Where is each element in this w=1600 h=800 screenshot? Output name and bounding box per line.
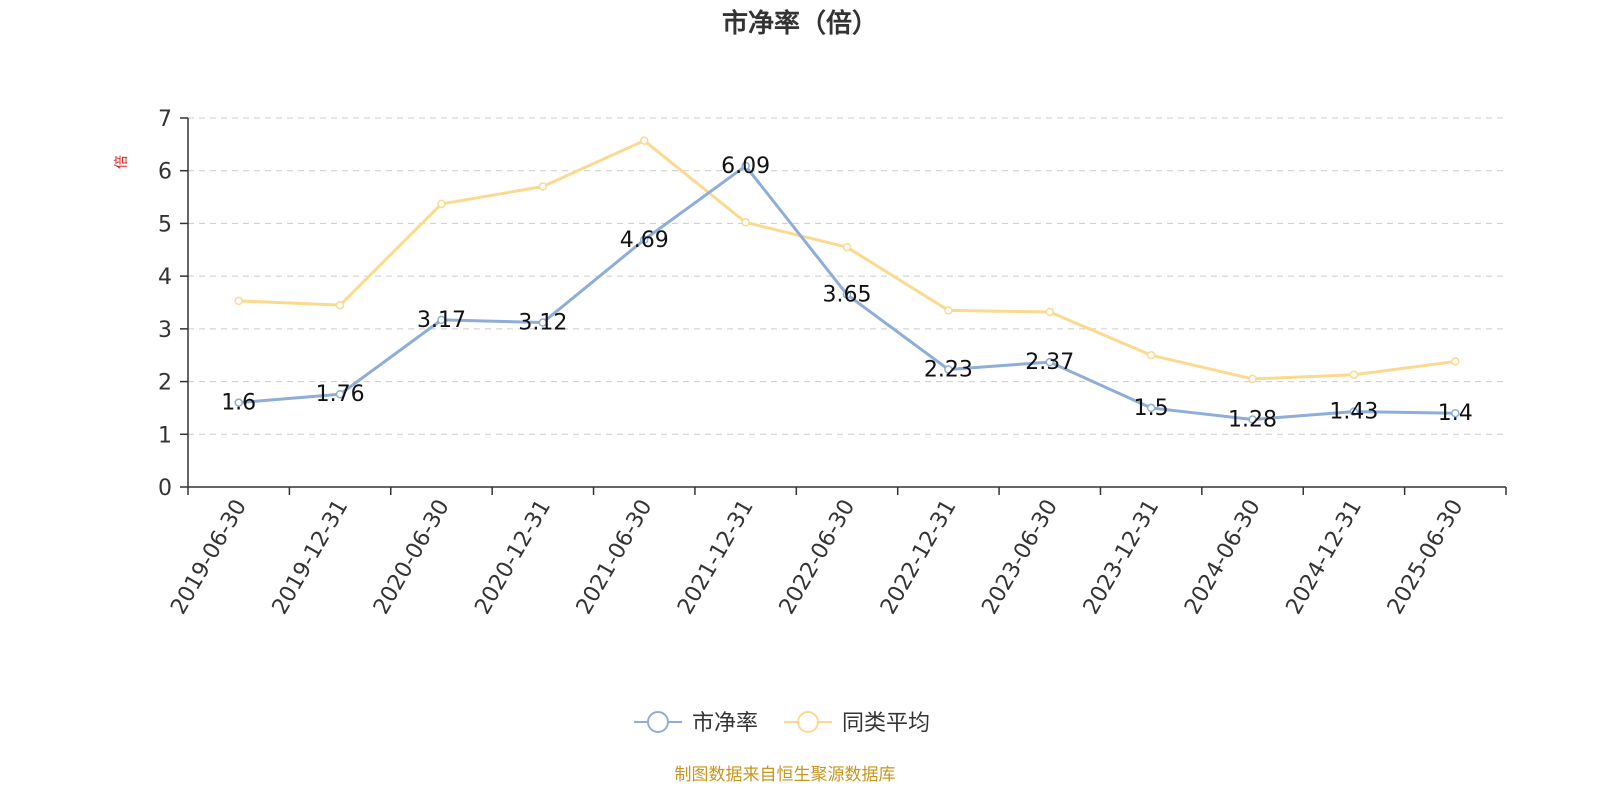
x-tick-label: 2022-06-30 <box>775 496 861 619</box>
series-2-point <box>741 218 750 227</box>
series-2-point <box>944 306 953 315</box>
x-tick-label: 2024-06-30 <box>1180 496 1266 619</box>
chart-title: 市净率（倍） <box>722 8 878 39</box>
data-label: 2.37 <box>1025 350 1074 375</box>
series-1-point <box>842 290 852 299</box>
y-tick-label: 7 <box>158 107 172 132</box>
x-tick-label: 2023-12-31 <box>1079 496 1165 619</box>
y-tick-label: 4 <box>158 265 172 290</box>
legend-swatch-marker-2 <box>797 711 819 733</box>
data-label: 2.23 <box>924 357 973 382</box>
series-1-point <box>1146 403 1156 413</box>
series-2-point <box>1451 357 1460 366</box>
y-tick-label: 2 <box>158 371 172 396</box>
y-tick-label: 5 <box>158 212 172 237</box>
x-tick-label: 2019-06-30 <box>166 496 252 619</box>
series-2-point <box>1248 374 1257 384</box>
series-2-point <box>437 199 446 209</box>
data-label: 1.43 <box>1329 400 1378 425</box>
legend-label-2: 同类平均 <box>842 711 930 736</box>
data-label: 3.17 <box>417 308 466 333</box>
y-tick-label: 3 <box>158 318 172 343</box>
data-label: 1.28 <box>1228 408 1277 433</box>
x-tick-label: 2021-06-30 <box>572 496 658 619</box>
legend-swatch-marker-1 <box>647 711 669 733</box>
data-label: 1.4 <box>1438 401 1473 426</box>
series-2-point <box>1349 370 1359 379</box>
series-1-point <box>1248 415 1257 424</box>
series-2-point <box>335 300 345 310</box>
series-1-point <box>741 161 750 171</box>
series-2-point <box>1045 307 1055 317</box>
series-2-point <box>639 136 649 145</box>
series-1-point <box>944 365 953 374</box>
data-label: 3.12 <box>518 311 567 336</box>
series-1-point <box>437 315 446 325</box>
series-line-2 <box>238 139 1456 381</box>
series-2-point <box>1146 350 1156 360</box>
data-label: 1.5 <box>1134 396 1169 421</box>
data-label: 1.76 <box>316 382 365 407</box>
legend-item-series-2[interactable]: 同类平均 <box>784 711 930 736</box>
x-tick-label: 2020-12-31 <box>470 496 556 619</box>
x-tick-label: 2025-06-30 <box>1383 496 1469 619</box>
series-2-point <box>842 242 852 252</box>
series-1-point <box>1349 407 1359 416</box>
x-tick-label: 2021-12-31 <box>673 496 759 619</box>
legend[interactable]: 市净率 同类平均 <box>634 711 930 736</box>
series-1-point <box>538 318 548 327</box>
data-source-note: 制图数据来自恒生聚源数据库 <box>675 765 896 785</box>
series-1-point <box>1451 408 1460 418</box>
y-tick-label: 1 <box>158 423 172 448</box>
grid-lines <box>188 117 1506 435</box>
y-tick-label: 6 <box>158 160 172 185</box>
x-tick-label: 2023-06-30 <box>977 496 1063 619</box>
series-1-point <box>1045 357 1055 367</box>
series-1-point <box>639 235 649 245</box>
series-1-point <box>234 398 243 407</box>
y-tick-label: 0 <box>158 476 172 501</box>
data-label: 6.09 <box>721 154 770 179</box>
series-2-point <box>234 296 243 306</box>
x-tick-label: 2024-12-31 <box>1282 496 1368 619</box>
data-label: 4.69 <box>620 228 669 253</box>
data-label: 1.6 <box>221 391 256 416</box>
x-tick-label: 2022-12-31 <box>876 496 962 619</box>
data-label: 3.65 <box>823 283 872 308</box>
y-axis-label: 倍 <box>114 155 130 169</box>
data-labels: 1.6 1.76 3.17 3.12 4.69 6.09 3.65 2.23 2.37 1.5 1.… <box>221 154 1473 433</box>
series-2-point <box>538 182 548 191</box>
legend-item-series-1[interactable]: 市净率 <box>634 711 758 736</box>
legend-label-1: 市净率 <box>692 711 758 736</box>
x-tick-label: 2020-06-30 <box>369 496 455 619</box>
series-1-point <box>335 389 345 399</box>
x-tick-label: 2019-12-31 <box>268 496 354 619</box>
series-lines <box>234 136 1460 424</box>
